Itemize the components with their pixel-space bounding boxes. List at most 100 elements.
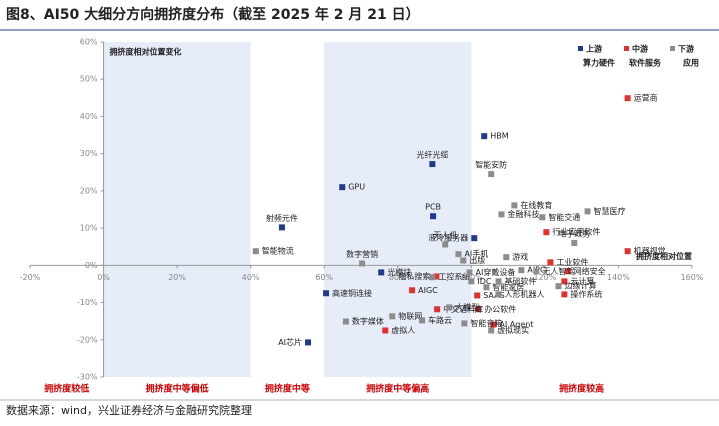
- point: [488, 327, 495, 334]
- point-label: HBM: [490, 132, 509, 141]
- point-label: 云计算: [570, 276, 594, 286]
- x-tick-label: 40%: [242, 273, 260, 282]
- point: [455, 251, 462, 258]
- point-label: 在线教育: [520, 200, 552, 210]
- point: [495, 291, 502, 298]
- y-tick-label: -10%: [77, 298, 98, 307]
- point-label: 车路云: [428, 315, 452, 325]
- point-label: 虚拟人: [391, 325, 415, 335]
- point: [434, 306, 441, 313]
- point: [342, 318, 349, 325]
- point: [460, 257, 467, 264]
- point: [252, 248, 259, 255]
- point: [543, 229, 550, 236]
- legend-group: 应用: [683, 58, 699, 68]
- point-label: 人形机器人: [505, 289, 545, 299]
- y-tick-label: 60%: [80, 38, 98, 47]
- point: [624, 95, 631, 102]
- point-label: 行业应用软件: [552, 227, 600, 237]
- x-tick-label: -20%: [20, 273, 41, 282]
- point: [339, 184, 346, 191]
- point-label: 操作系统: [570, 289, 602, 299]
- zone-label: 拥挤度较高: [559, 383, 604, 395]
- point-label: 虚拟现实: [497, 325, 529, 335]
- zone-band: [103, 42, 251, 377]
- point-label: 射频元件: [266, 213, 298, 223]
- point-label: 数字营销: [346, 249, 378, 259]
- point: [624, 248, 631, 255]
- source: 数据来源：wind，兴业证券经济与金融研究院整理: [6, 403, 252, 417]
- point: [555, 283, 562, 290]
- point-label: 光模块: [387, 267, 411, 277]
- x-tick-label: 80%: [389, 273, 407, 282]
- point: [488, 171, 495, 178]
- point: [498, 211, 505, 218]
- legend-group: 软件服务: [629, 58, 662, 68]
- point: [278, 224, 285, 231]
- point-label: 游戏: [512, 252, 528, 262]
- zone-label: 拥挤度中等: [265, 383, 310, 395]
- point-label: 工控系统: [438, 272, 470, 282]
- point-label: 数字媒体: [352, 316, 384, 326]
- point: [584, 208, 591, 215]
- point-label: 智能安防: [475, 160, 507, 170]
- legend-swatch: [578, 46, 583, 51]
- point-label: 智能音箱: [470, 318, 502, 328]
- x-tick-label: 140%: [607, 273, 630, 282]
- y-tick-label: 40%: [80, 112, 98, 121]
- point: [481, 133, 488, 140]
- point: [359, 260, 366, 267]
- legend-name: 上游: [586, 44, 602, 54]
- point-label: 智能物流: [262, 246, 294, 256]
- legend-name: 下游: [678, 44, 694, 54]
- point-label: 网络安全: [574, 266, 606, 276]
- legend-name: 中游: [632, 44, 648, 54]
- x-tick-label: 120%: [533, 273, 556, 282]
- point-label: AI穿戴设备: [475, 267, 515, 277]
- point-label: 机器视觉: [634, 246, 666, 256]
- point-label: AIGC: [418, 286, 438, 295]
- point: [490, 321, 497, 328]
- point: [474, 292, 481, 299]
- point-label: AI Agent: [499, 320, 533, 329]
- point-label: GPU: [348, 183, 365, 192]
- point-label: PCB: [425, 203, 441, 212]
- point-label: 大模型: [455, 302, 479, 312]
- point: [547, 259, 554, 266]
- point: [561, 291, 568, 298]
- x-tick-label: 20%: [168, 273, 186, 282]
- point-label: 物联网: [398, 311, 422, 321]
- point: [409, 287, 416, 294]
- point: [468, 278, 475, 285]
- point-label: 智慧医疗: [594, 206, 626, 216]
- x-tick-label: 100%: [460, 273, 483, 282]
- y-tick-label: 50%: [80, 75, 98, 84]
- point-label: 无人智驾: [542, 266, 574, 276]
- y-annotation: 拥挤度相对位置变化: [110, 47, 182, 57]
- zone-label: 拥挤度中等偏高: [366, 383, 429, 395]
- point-label: 运营商: [634, 93, 658, 103]
- point-label: 边缘计算: [564, 281, 596, 291]
- point: [461, 320, 468, 327]
- point-label: 工业软件: [556, 257, 588, 267]
- x-tick-label: 160%: [681, 273, 704, 282]
- point-label: 液冷服务器: [428, 233, 468, 243]
- point: [471, 235, 478, 242]
- point: [429, 274, 436, 281]
- x-annotation: 拥挤度相对位置: [636, 251, 692, 261]
- point-label: 智能家居: [492, 282, 524, 292]
- point-label: 高速铜连接: [332, 288, 372, 298]
- point-label: IDC: [477, 277, 492, 286]
- point: [442, 241, 449, 248]
- point: [533, 268, 540, 275]
- point: [305, 339, 312, 346]
- point: [564, 268, 571, 275]
- y-tick-label: -20%: [77, 335, 98, 344]
- point-label: SAAS: [483, 291, 504, 300]
- point: [503, 254, 510, 261]
- point-label: 出版: [469, 255, 485, 265]
- point-label: 中文语料库: [443, 304, 483, 314]
- point: [430, 213, 437, 220]
- point-label: 基础软件: [505, 276, 537, 286]
